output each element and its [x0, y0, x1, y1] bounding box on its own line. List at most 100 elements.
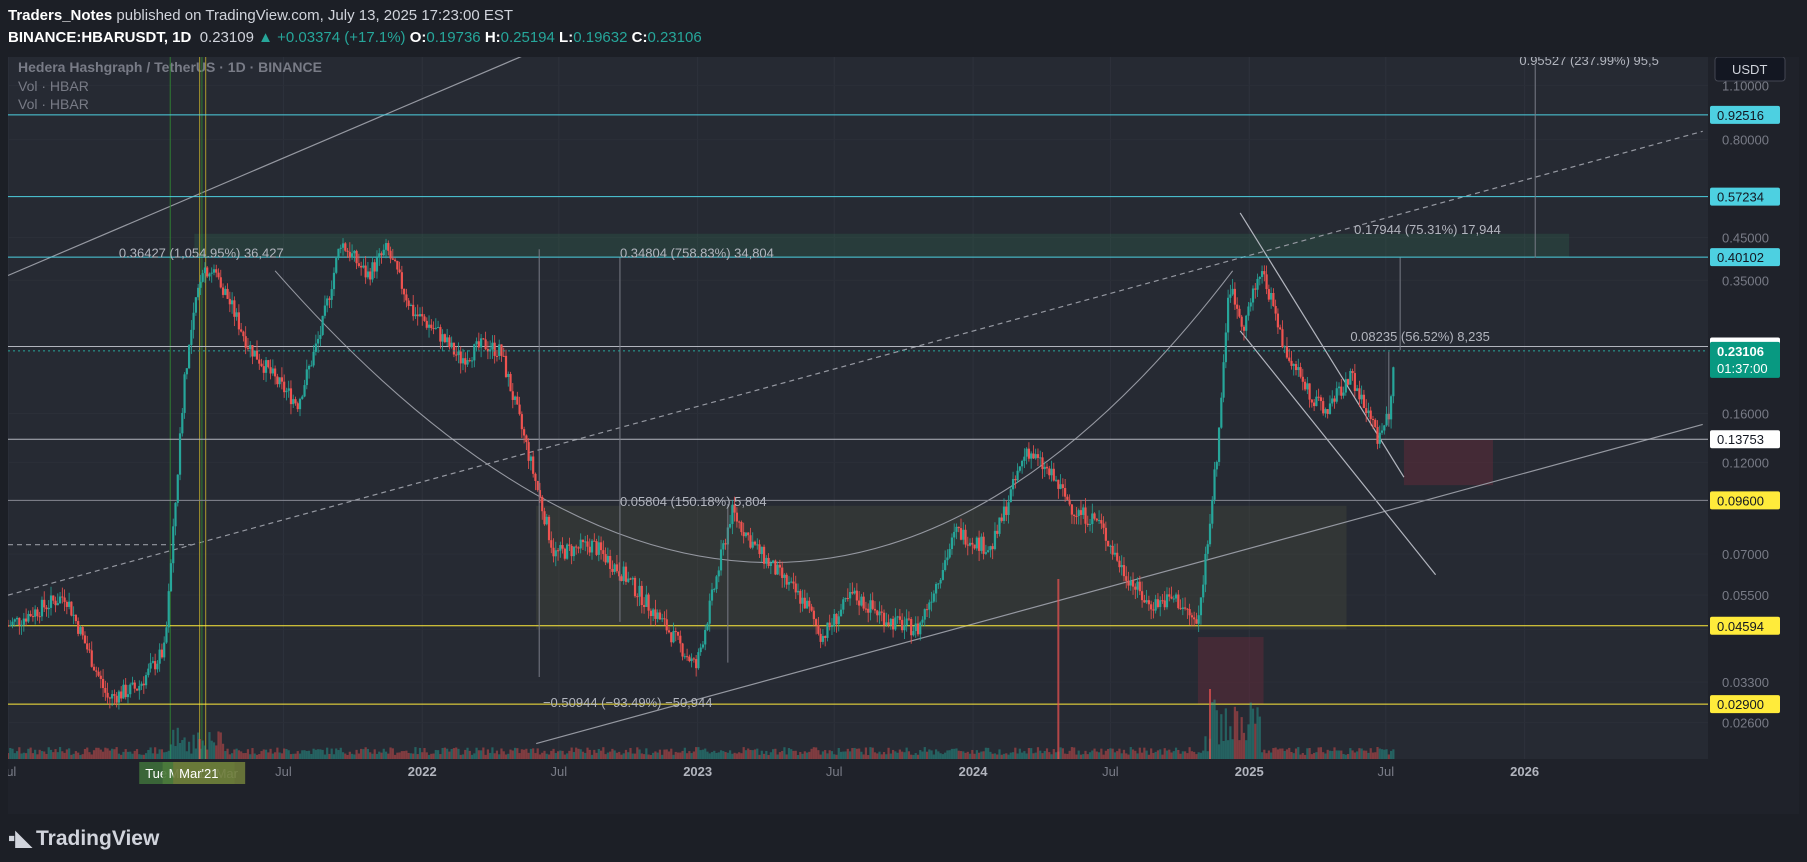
candle-body — [905, 618, 908, 626]
price-level-tag[interactable] — [1710, 105, 1780, 124]
candle-body — [371, 262, 374, 280]
candle-body — [498, 344, 501, 357]
candle-body — [769, 563, 772, 567]
candle-body — [1285, 346, 1289, 358]
symbol[interactable]: BINANCE:HBARUSDT, 1D — [8, 29, 192, 46]
volume-bar — [1281, 748, 1284, 759]
candle-body — [971, 542, 974, 545]
price-level-tag[interactable] — [1710, 491, 1780, 510]
price-level-tag[interactable] — [1710, 616, 1780, 635]
volume-bar — [588, 749, 591, 759]
volume-bar — [1353, 752, 1356, 759]
volume-bar — [523, 749, 526, 759]
candle-body — [1027, 448, 1031, 459]
candle-body — [1301, 376, 1304, 382]
volume-bar — [396, 752, 399, 759]
volume-bar — [330, 748, 333, 759]
candle-body — [876, 610, 879, 616]
volume-bar — [910, 754, 913, 759]
candle-body — [412, 304, 415, 317]
candle-body — [432, 328, 435, 330]
price-level-tag[interactable] — [1710, 695, 1780, 714]
legend-volume-2: Vol · HBAR — [18, 96, 89, 112]
price-chart[interactable]: Hedera Hashgraph / TetherUS · 1D · BINAN… — [8, 57, 1799, 814]
candle-body — [953, 531, 956, 538]
volume-bar — [665, 749, 668, 759]
candle-body — [1333, 398, 1336, 402]
volume-bar — [1369, 748, 1372, 759]
candle-body — [633, 577, 637, 597]
volume-bar — [1018, 748, 1021, 759]
volume-bar — [828, 750, 831, 759]
price-level-tag[interactable] — [1710, 248, 1780, 267]
volume-bar — [1267, 750, 1270, 759]
candle-body — [1281, 329, 1284, 348]
price-scale[interactable] — [1708, 57, 1799, 759]
volume-bar — [794, 750, 797, 759]
candle-body — [400, 272, 403, 289]
author-name[interactable]: Traders_Notes — [8, 7, 113, 24]
candle-body — [267, 360, 270, 368]
candle-body — [1351, 371, 1354, 374]
volume-bar — [1211, 702, 1214, 759]
candle-body — [149, 662, 152, 669]
candle-body — [801, 597, 804, 604]
price-tick-label: 0.03300 — [1722, 675, 1769, 690]
plot-area[interactable] — [8, 57, 1708, 759]
volume-bar — [955, 748, 958, 759]
candle-body — [1043, 466, 1046, 470]
candle-body — [258, 359, 261, 364]
volume-bar — [645, 748, 648, 759]
volume-bar — [842, 751, 845, 759]
candle-body — [215, 269, 218, 273]
candle-body — [923, 609, 926, 620]
volume-bar — [70, 754, 73, 759]
candle-body — [1206, 544, 1209, 554]
candle-body — [113, 694, 116, 696]
candle-body — [185, 368, 188, 375]
candle-body — [1326, 409, 1329, 415]
candle-body — [90, 650, 93, 667]
volume-bar — [534, 753, 537, 759]
candle-body — [240, 329, 243, 332]
price-tick-label: 1.10000 — [1722, 78, 1769, 93]
ohlc-line: BINANCE:HBARUSDT, 1D 0.23109 ▲ +0.03374 … — [8, 29, 702, 46]
candle-body — [477, 341, 480, 348]
candle-body — [781, 567, 784, 578]
volume-bar — [346, 754, 349, 759]
candle-body — [842, 599, 845, 610]
volume-bar — [321, 749, 324, 759]
candle-body — [436, 327, 440, 329]
candle-body — [772, 560, 775, 564]
volume-bar — [253, 753, 256, 759]
candle-body — [8, 625, 10, 627]
price-level-tag-label: 0.40102 — [1717, 250, 1764, 265]
candle-body — [502, 355, 505, 357]
volume-bar — [156, 753, 159, 759]
candle-body — [604, 554, 607, 563]
currency-button[interactable] — [1714, 57, 1786, 82]
price-level-tag[interactable] — [1710, 430, 1780, 449]
tradingview-logo[interactable]: ▪◣ TradingView — [8, 826, 159, 851]
price-level-tag[interactable] — [1710, 187, 1780, 206]
volume-bar — [61, 751, 64, 759]
volume-bar — [987, 747, 990, 759]
current-price-tag[interactable] — [1710, 341, 1780, 378]
candle-body — [1016, 470, 1019, 481]
volume-bar — [264, 749, 268, 759]
volume-bar — [606, 752, 609, 759]
time-badge-label: Mar'21 — [179, 766, 218, 781]
volume-bar — [1134, 750, 1137, 759]
time-scale[interactable] — [8, 759, 1799, 814]
candle-body — [724, 543, 727, 545]
candle-body — [192, 312, 195, 330]
volume-bar — [409, 753, 413, 759]
volume-bar — [307, 750, 311, 759]
volume-bar — [1034, 752, 1037, 759]
candle-body — [930, 601, 933, 603]
candle-body — [1150, 604, 1153, 610]
candle-body — [697, 652, 700, 669]
volume-bar — [851, 748, 854, 759]
candle-body — [513, 396, 517, 400]
volume-bar — [1360, 748, 1363, 759]
